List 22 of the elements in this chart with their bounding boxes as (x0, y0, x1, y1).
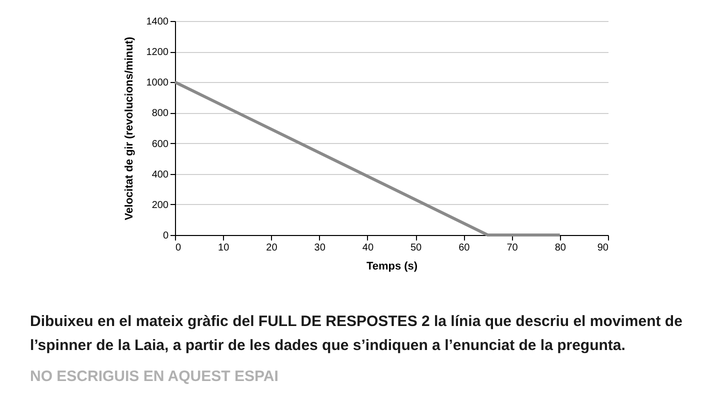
x-tick-label: 90 (597, 242, 609, 254)
x-tick-label: 50 (410, 242, 422, 254)
x-tick-label: 20 (266, 242, 278, 254)
y-tick-label: 800 (152, 108, 169, 120)
x-tick-label: 70 (506, 242, 518, 254)
y-tick-label: 400 (152, 169, 169, 180)
text: Dibuixeu en el mateix gràfic del FULL DE RESPOSTES 2 la línia que descriu el moviment de l’spinner de la Laia, a partir de les dades que s’indiquen a l’enunciat de la pregunta. (30, 312, 684, 356)
text: NO ESCRIGUIS EN AQUEST ESPAI (30, 368, 278, 385)
x-tick-label: 60 (458, 242, 470, 254)
x-tick-label: 80 (554, 242, 566, 254)
y-tick-label: 0 (162, 230, 169, 242)
y-tick-label: 600 (152, 138, 169, 150)
y-tick-label: 1000 (146, 78, 169, 89)
y-axis-title: Velocitat de gir (revolucions/minut) (123, 36, 136, 220)
x-tick-label: 10 (218, 242, 230, 254)
x-axis-title: Temps (s) (366, 260, 418, 272)
y-tick-label: 1400 (146, 16, 169, 28)
x-tick-label: 0 (176, 242, 182, 254)
y-tick-label: 1200 (146, 47, 169, 58)
x-tick-label: 30 (314, 242, 326, 254)
y-tick-label: 200 (152, 200, 169, 211)
x-tick-label: 40 (362, 242, 374, 254)
